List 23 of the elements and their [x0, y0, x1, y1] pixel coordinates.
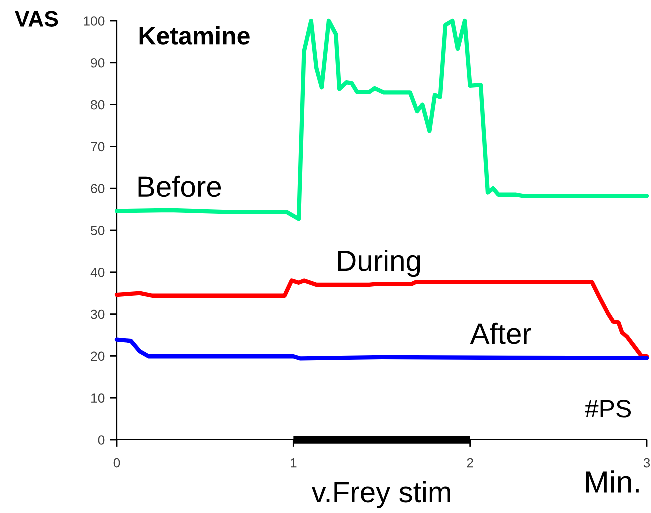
- y-tick-label: 40: [90, 268, 105, 278]
- x-tick-label: 0: [114, 458, 120, 468]
- x-tick-label: 2: [467, 458, 474, 468]
- y-tick-label: 90: [91, 58, 105, 68]
- chart-title: Ketamine: [140, 26, 250, 45]
- annotation: During: [338, 250, 420, 278]
- y-tick-label: 100: [84, 16, 105, 26]
- y-axis-title: VAS: [15, 11, 58, 27]
- annotation: After: [470, 322, 532, 344]
- x-tick-label: 3: [644, 458, 650, 468]
- legend-label: v.Frey stim: [312, 481, 450, 508]
- y-tick-label: 0: [98, 436, 105, 445]
- x-tick-label: 1: [291, 458, 297, 468]
- y-tick-label: 60: [91, 184, 105, 194]
- y-tick-label: 20: [91, 352, 105, 362]
- y-tick-label: 70: [91, 142, 105, 152]
- x-axis-title: Min.: [586, 470, 639, 493]
- annotation: #PS: [585, 400, 632, 418]
- y-tick-label: 30: [91, 310, 105, 320]
- y-tick-label: 80: [91, 100, 105, 110]
- y-tick-label: 10: [92, 394, 105, 404]
- y-tick-label: 50: [91, 226, 105, 236]
- annotation: Before: [138, 176, 222, 198]
